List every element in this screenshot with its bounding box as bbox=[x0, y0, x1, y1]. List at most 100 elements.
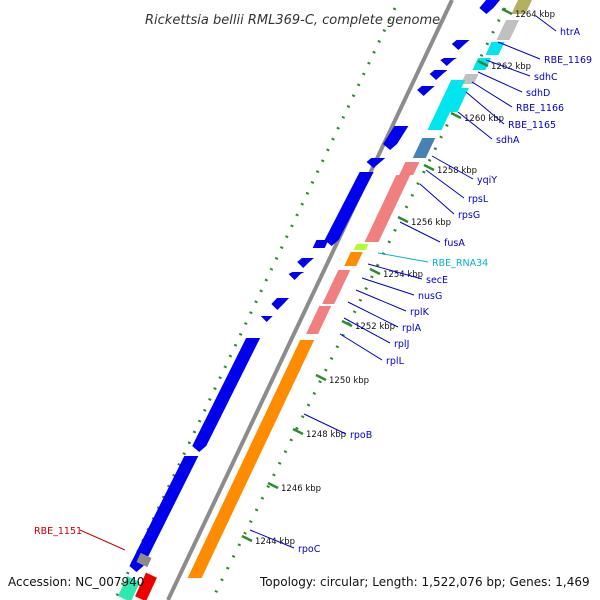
label-leader-line bbox=[471, 81, 513, 108]
label-leader-line bbox=[79, 529, 126, 551]
gene-feature bbox=[192, 338, 261, 452]
gene-label[interactable]: rpsG bbox=[458, 210, 480, 221]
gene-label[interactable]: RBE_1169 bbox=[544, 55, 592, 66]
gene-feature bbox=[129, 456, 199, 572]
gene-label[interactable]: secE bbox=[426, 275, 448, 286]
gene-feature bbox=[118, 576, 140, 600]
gene-feature bbox=[344, 252, 363, 266]
gene-label[interactable]: nusG bbox=[418, 291, 442, 302]
gene-feature bbox=[353, 244, 369, 250]
label-leader-line bbox=[535, 15, 557, 32]
gene-feature bbox=[271, 298, 290, 310]
gene-feature bbox=[496, 20, 520, 40]
kbp-tick-mark bbox=[292, 427, 304, 436]
gene-feature bbox=[383, 126, 409, 150]
gene-feature bbox=[460, 74, 479, 84]
kbp-tick-label: 1254 kbp bbox=[383, 270, 423, 280]
kbp-tick-label: 1262 kbp bbox=[491, 62, 531, 72]
label-leader-line bbox=[457, 111, 493, 140]
gene-label[interactable]: rplL bbox=[386, 356, 405, 367]
gene-feature bbox=[322, 270, 351, 304]
gene-feature bbox=[136, 552, 152, 568]
kbp-tick-label: 1252 kbp bbox=[355, 322, 395, 332]
kbp-tick-label: 1248 kbp bbox=[306, 430, 346, 440]
label-leader-lines bbox=[79, 15, 557, 551]
gene-feature bbox=[288, 272, 305, 280]
kbp-tick-mark bbox=[477, 59, 489, 68]
gene-label[interactable]: RBE_1166 bbox=[516, 103, 564, 114]
gene-feature bbox=[324, 172, 374, 246]
kbp-tick-label: 1258 kbp bbox=[437, 166, 477, 176]
gene-label[interactable]: htrA bbox=[560, 27, 581, 38]
label-leader-line bbox=[347, 301, 399, 328]
gene-label[interactable]: sdhC bbox=[534, 72, 558, 83]
gene-label[interactable]: rpoB bbox=[350, 430, 372, 441]
gene-label[interactable]: RBE_1151 bbox=[34, 526, 82, 537]
gene-label[interactable]: rpsL bbox=[468, 194, 489, 205]
label-leader-line bbox=[339, 333, 383, 361]
gene-feature bbox=[429, 70, 448, 80]
kbp-tick-mark bbox=[501, 7, 513, 16]
kbp-tick-mark bbox=[241, 534, 253, 543]
gene-feature bbox=[427, 80, 466, 130]
label-leader-line bbox=[303, 413, 347, 435]
gene-features bbox=[118, 0, 532, 600]
label-leader-line bbox=[355, 289, 407, 312]
kbp-tick-mark bbox=[397, 215, 409, 224]
kbp-tick-label: 1264 kbp bbox=[515, 10, 555, 20]
label-leader-line bbox=[465, 91, 505, 125]
gene-feature bbox=[312, 240, 329, 248]
gene-feature bbox=[451, 40, 470, 50]
label-leader-line bbox=[361, 277, 415, 296]
gene-label[interactable]: RBE_1165 bbox=[508, 120, 556, 131]
kbp-tick-mark bbox=[369, 267, 381, 276]
label-leader-line bbox=[425, 169, 465, 199]
gene-feature bbox=[485, 42, 505, 55]
gene-label[interactable]: rplJ bbox=[394, 339, 409, 350]
kbp-tick-label: 1260 kbp bbox=[464, 114, 504, 124]
gene-label[interactable]: fusA bbox=[444, 238, 465, 249]
genome-backbone bbox=[166, 0, 454, 600]
gene-labels: htrA RBE_1169 sdhC sdhD RBE_1166 RBE_1165 sdhA… bbox=[34, 27, 592, 555]
gene-feature bbox=[479, 0, 500, 14]
gene-label[interactable]: rplA bbox=[402, 323, 422, 334]
gene-feature bbox=[412, 138, 436, 158]
label-leader-line bbox=[497, 41, 541, 60]
kbp-tick-mark bbox=[267, 481, 279, 490]
label-leader-line bbox=[399, 221, 441, 243]
gene-feature bbox=[417, 86, 435, 96]
gene-label[interactable]: sdhD bbox=[526, 88, 550, 99]
kbp-tick-mark bbox=[341, 319, 353, 328]
gene-label[interactable]: yqiY bbox=[477, 175, 497, 186]
label-leader-line bbox=[367, 263, 423, 280]
gene-label[interactable]: RBE_RNA34 bbox=[432, 258, 488, 269]
kbp-ticks: 1264 kbp 1262 kbp 1260 kbp 1258 kbp 1256 kbp… bbox=[241, 7, 555, 547]
gene-feature bbox=[297, 258, 314, 268]
label-leader-line bbox=[419, 183, 455, 215]
summary-text: Topology: circular; Length: 1,522,076 bp… bbox=[259, 575, 590, 589]
kbp-tick-label: 1244 kbp bbox=[255, 537, 295, 547]
kbp-tick-mark bbox=[450, 111, 462, 120]
outer-dotted-guide bbox=[113, 7, 397, 600]
accession-text: Accession: NC_007940 bbox=[8, 575, 144, 589]
kbp-tick-mark bbox=[315, 373, 327, 382]
gene-feature bbox=[366, 158, 386, 168]
gene-label[interactable]: sdhA bbox=[496, 135, 520, 146]
gene-label[interactable]: rplK bbox=[410, 307, 430, 318]
gene-feature bbox=[260, 316, 276, 322]
label-leader-line bbox=[431, 155, 474, 180]
gene-feature bbox=[135, 572, 157, 600]
gene-feature bbox=[440, 58, 458, 66]
label-leader-line bbox=[477, 71, 523, 93]
label-leader-line bbox=[249, 529, 295, 549]
gene-feature bbox=[511, 0, 532, 14]
gene-feature bbox=[187, 340, 315, 578]
gene-label[interactable]: rpoC bbox=[298, 544, 321, 555]
label-leader-line bbox=[377, 252, 429, 263]
gene-feature bbox=[306, 306, 332, 334]
gene-feature bbox=[399, 162, 420, 175]
label-leader-line bbox=[343, 317, 391, 344]
kbp-tick-mark bbox=[423, 163, 435, 172]
